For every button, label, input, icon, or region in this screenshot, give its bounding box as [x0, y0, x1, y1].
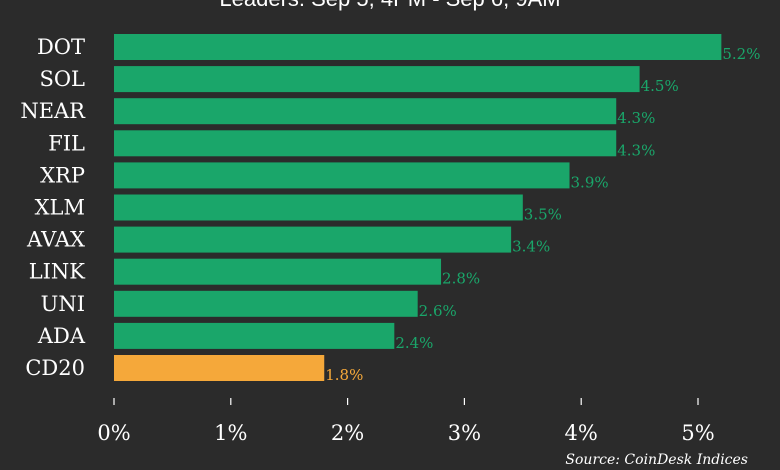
category-label-xlm: XLM: [35, 196, 85, 220]
chart-title: Leaders: Sep 5, 4PM - Sep 6, 9AM: [0, 0, 780, 11]
bar-uni: [114, 290, 418, 317]
x-tick-label-2: 2%: [331, 421, 364, 445]
value-label-uni: 2.6%: [419, 302, 457, 320]
source-note: Source: CoinDesk Indices: [565, 452, 748, 468]
category-label-ada: ADA: [37, 324, 86, 348]
value-label-sol: 4.5%: [641, 77, 679, 95]
category-label-xrp: XRP: [40, 163, 85, 187]
value-label-link: 2.8%: [442, 270, 480, 288]
value-label-xlm: 3.5%: [524, 206, 562, 224]
bar-xrp: [114, 162, 570, 189]
bar-link: [114, 258, 442, 285]
bar-avax: [114, 226, 512, 253]
bar-ada: [114, 322, 395, 349]
value-label-cd20: 1.8%: [325, 366, 363, 384]
bar-near: [114, 98, 617, 125]
value-label-dot: 5.2%: [722, 45, 760, 63]
bar-sol: [114, 66, 640, 93]
x-tick-label-0: 0%: [97, 421, 130, 445]
category-label-avax: AVAX: [26, 228, 85, 252]
bar-xlm: [114, 194, 523, 221]
value-label-xrp: 3.9%: [571, 173, 609, 191]
value-label-ada: 2.4%: [395, 334, 433, 352]
value-label-avax: 3.4%: [512, 238, 550, 256]
x-tick-label-5: 5%: [681, 421, 714, 445]
category-label-sol: SOL: [39, 67, 85, 91]
category-label-uni: UNI: [41, 292, 85, 316]
bar-fil: [114, 130, 617, 157]
category-label-near: NEAR: [20, 99, 86, 123]
value-label-fil: 4.3%: [617, 141, 655, 159]
chart-title-container: Leaders: Sep 5, 4PM - Sep 6, 9AM: [0, 0, 780, 12]
category-label-dot: DOT: [37, 35, 85, 59]
bar-cd20: [114, 355, 325, 381]
x-tick-label-3: 3%: [448, 421, 481, 445]
category-label-cd20: CD20: [25, 356, 85, 380]
bar-dot: [114, 34, 722, 60]
value-label-near: 4.3%: [617, 109, 655, 127]
category-label-link: LINK: [29, 260, 86, 284]
x-tick-label-4: 4%: [565, 421, 598, 445]
x-tick-label-1: 1%: [214, 421, 247, 445]
category-label-fil: FIL: [48, 131, 85, 155]
